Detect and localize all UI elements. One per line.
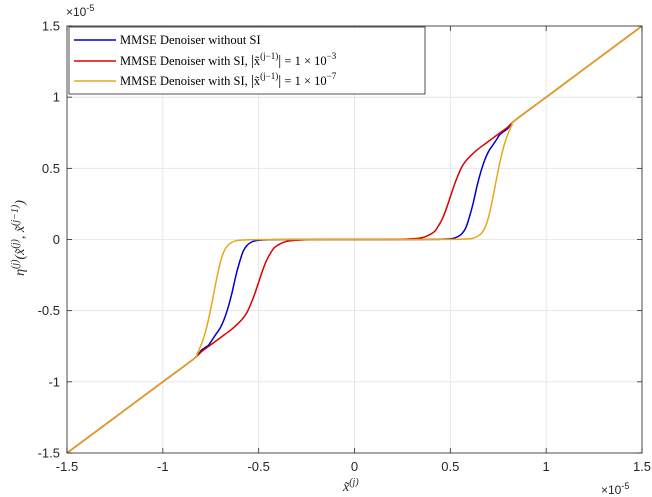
x-tick-label: -1: [157, 459, 169, 474]
ticks: [66, 25, 643, 454]
x-tick-label: -1.5: [56, 459, 78, 474]
x-tick-label: 0: [351, 459, 358, 474]
tick-labels: -1.5 -1 -0.5 0 0.5 1 1.5 -1.5 -1 -0.5 0 0.5 1 1.5: [38, 19, 651, 475]
legend-entry-1: MMSE Denoiser without SI: [74, 33, 261, 47]
y-tick-label: 1.5: [42, 19, 60, 34]
legend-entry-3: MMSE Denoiser with SI, |x̃(j−1)| = 1 × 1…: [74, 71, 337, 89]
y-tick-label: -1.5: [38, 446, 60, 461]
legend-label-1: MMSE Denoiser without SI: [120, 33, 261, 47]
series-line-3: [66, 25, 643, 454]
y-tick-label: -1: [48, 374, 60, 389]
legend: MMSE Denoiser without SI MMSE Denoiser w…: [68, 26, 426, 95]
x-tick-label: 0.5: [441, 459, 459, 474]
legend-label-3: MMSE Denoiser with SI, |x̃(j−1)| = 1 × 1…: [120, 71, 337, 89]
y-tick-label: 0.5: [42, 161, 60, 176]
x-tick-label: 1.5: [633, 459, 651, 474]
x-tick-label: 1: [543, 459, 550, 474]
legend-box: [68, 26, 426, 95]
y-tick-label: 1: [53, 90, 60, 105]
legend-entry-2: MMSE Denoiser with SI, |x̃(j−1)| = 1 × 1…: [74, 51, 337, 69]
y-tick-label: 0: [53, 232, 60, 247]
x-tick-label: -0.5: [247, 459, 269, 474]
series-layer: [66, 25, 643, 454]
legend-label-2: MMSE Denoiser with SI, |x̃(j−1)| = 1 × 1…: [120, 51, 337, 69]
y-tick-label: -0.5: [38, 303, 60, 318]
